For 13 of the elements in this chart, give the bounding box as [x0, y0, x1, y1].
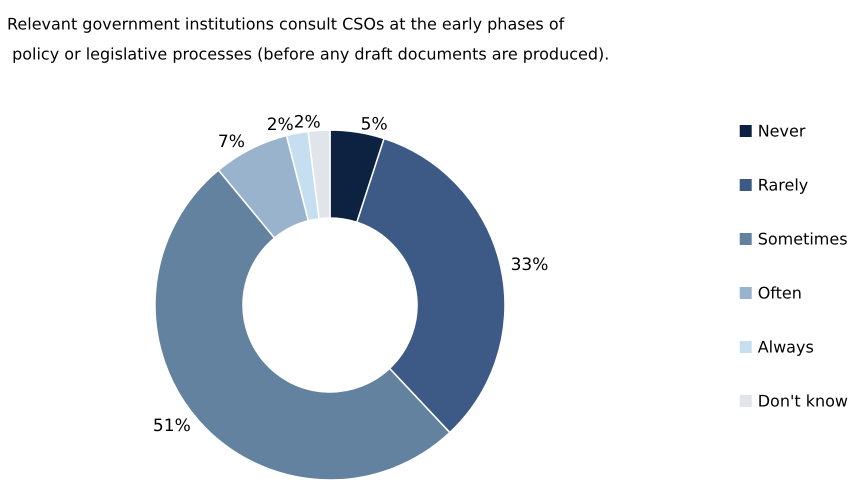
- legend-label: Always: [758, 338, 814, 356]
- legend-label: Don't know: [758, 392, 848, 410]
- legend-label: Often: [758, 284, 802, 302]
- data-label: 51%: [152, 416, 191, 436]
- data-label: 2%: [266, 115, 294, 136]
- data-label: 5%: [360, 114, 388, 134]
- data-label: 7%: [218, 132, 245, 152]
- legend-label: Never: [758, 122, 806, 140]
- data-label: 2%: [294, 112, 321, 132]
- chart-title: Relevant government institutions consult CSOs at the early phases of policy or legislative processes (before any draft documents are produced).: [7, 14, 610, 64]
- legend-label: Rarely: [758, 176, 808, 194]
- data-label: 33%: [510, 255, 548, 276]
- legend-label: Sometimes: [758, 230, 848, 248]
